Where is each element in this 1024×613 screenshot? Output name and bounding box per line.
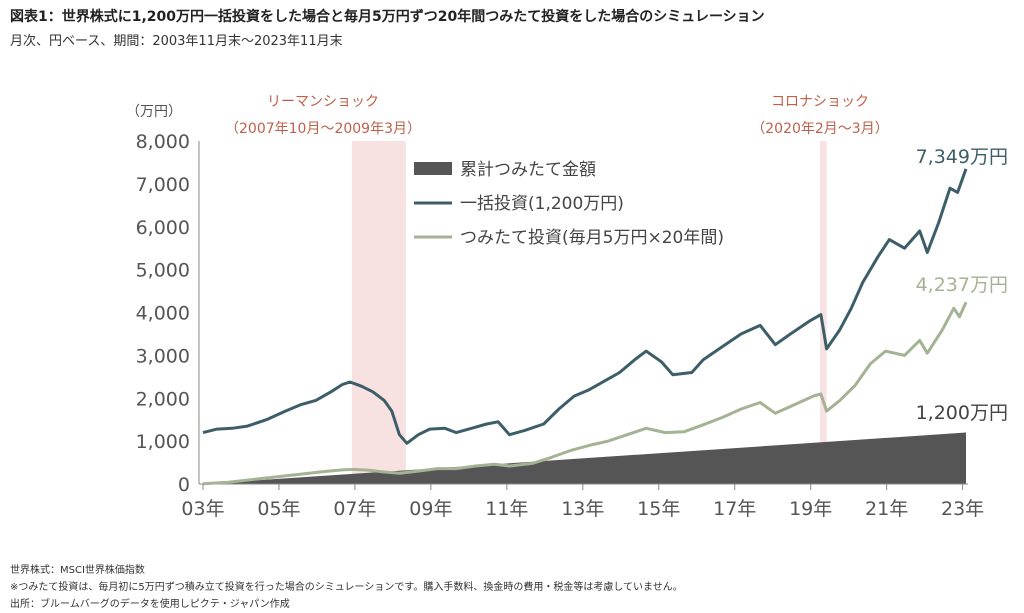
x-tick-label: 21年	[865, 498, 908, 520]
legend-lump-sum: 一括投資(1,200万円)	[460, 194, 624, 214]
y-tick-label: 3,000	[136, 345, 190, 367]
x-tick-label: 03年	[181, 498, 224, 520]
x-tick-label: 15年	[637, 498, 680, 520]
x-tick-label: 09年	[409, 498, 452, 520]
y-tick-label: 4,000	[136, 303, 190, 325]
footer-source: 世界株式：MSCI世界株価指数	[10, 565, 145, 576]
lehman-range: （2007年10月〜2009年3月）	[225, 121, 421, 137]
x-tick-label: 05年	[257, 498, 300, 520]
x-tick-label: 07年	[333, 498, 376, 520]
footer-note: ※つみたて投資は、毎月初に5万円ずつ積み立て投資を行った場合のシミュレーションで…	[10, 582, 683, 593]
legend-accumulation: つみたて投資(毎月5万円×20年間)	[460, 228, 724, 248]
y-tick-label: 2,000	[136, 388, 190, 410]
x-tick-label: 13年	[561, 498, 604, 520]
chart-subtitle: 月次、円ベース、期間：2003年11月末〜2023年11月末	[10, 34, 343, 49]
end-label-cumulative: 1,200万円	[916, 402, 1008, 424]
x-tick-label: 17年	[713, 498, 756, 520]
lump_sum-line	[202, 168, 968, 445]
accumulation-line	[202, 301, 968, 486]
y-tick-label: 0	[178, 474, 190, 496]
y-tick-label: 1,000	[136, 431, 190, 453]
cumulative-area	[203, 432, 966, 484]
y-tick-label: 6,000	[136, 217, 190, 239]
lehman-label: リーマンショック	[267, 94, 379, 110]
end-label-lump-sum: 7,349万円	[916, 146, 1008, 168]
footer-credit: 出所：ブルームバーグのデータを使用しピクテ・ジャパン作成	[10, 599, 290, 610]
end-label-accumulation: 4,237万円	[916, 274, 1008, 296]
y-tick-label: 5,000	[136, 260, 190, 282]
corona-range: （2020年2月〜3月）	[751, 121, 888, 137]
x-tick-label: 19年	[789, 498, 832, 520]
crisis-band-1	[820, 141, 827, 484]
x-tick-label: 11年	[485, 498, 528, 520]
corona-label: コロナショック	[771, 94, 869, 110]
x-tick-label: 23年	[941, 498, 984, 520]
y-unit-label: （万円）	[126, 104, 182, 120]
y-tick-label: 8,000	[136, 131, 190, 153]
legend-swatch-cumulative	[414, 162, 452, 175]
y-tick-label: 7,000	[136, 174, 190, 196]
legend-cumulative: 累計つみたて金額	[460, 160, 596, 180]
chart-title: 図表1：世界株式に1,200万円一括投資をした場合と毎月5万円ずつ20年間つみた…	[10, 9, 765, 25]
